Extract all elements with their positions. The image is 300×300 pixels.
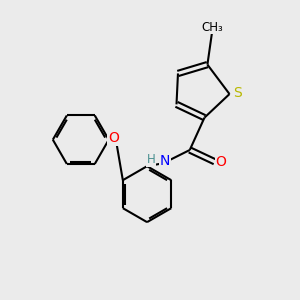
Text: O: O <box>108 131 118 145</box>
Text: S: S <box>233 85 242 100</box>
Text: H: H <box>146 153 155 166</box>
Text: CH₃: CH₃ <box>201 21 223 34</box>
Text: N: N <box>160 154 170 169</box>
Text: O: O <box>215 155 226 169</box>
